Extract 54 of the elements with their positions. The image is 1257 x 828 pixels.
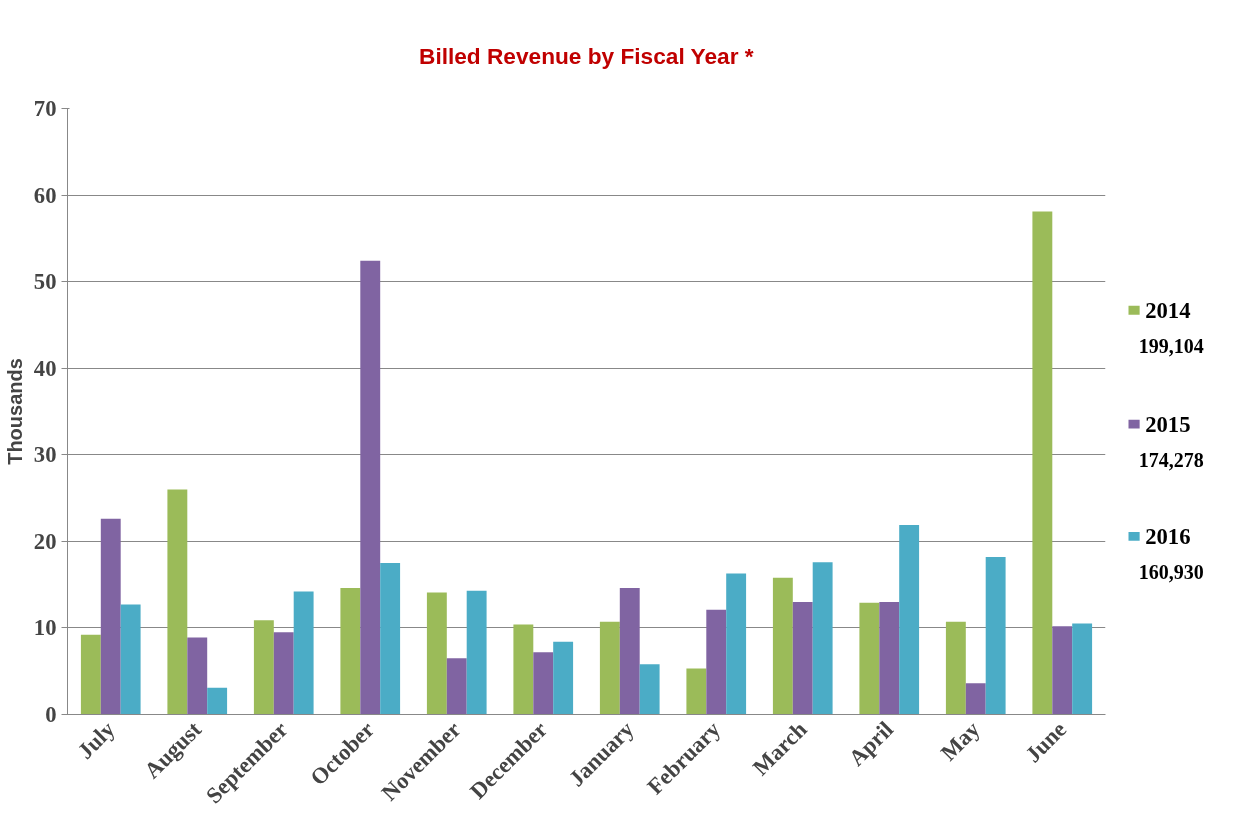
text: 199,104 bbox=[1138, 334, 1204, 357]
bar bbox=[879, 601, 900, 715]
bar bbox=[120, 604, 141, 715]
bar bbox=[207, 687, 228, 715]
bar bbox=[985, 556, 1006, 715]
legend-label: 2015 bbox=[1145, 411, 1191, 437]
bar bbox=[253, 620, 274, 715]
bar bbox=[686, 668, 707, 715]
bar bbox=[167, 489, 188, 715]
bar bbox=[426, 592, 447, 715]
bar bbox=[187, 637, 208, 715]
bar bbox=[273, 632, 294, 715]
y-tick-label: 0 bbox=[45, 702, 57, 727]
y-tick-label: 30 bbox=[33, 442, 57, 468]
bar bbox=[360, 260, 381, 715]
bar bbox=[1072, 623, 1093, 715]
text: 174,278 bbox=[1138, 448, 1204, 471]
y-tick-label: 60 bbox=[33, 182, 57, 208]
bar bbox=[772, 577, 793, 715]
bar bbox=[899, 524, 920, 715]
bar bbox=[792, 601, 813, 715]
y-tick-label: 50 bbox=[33, 269, 57, 295]
bar bbox=[1052, 626, 1073, 715]
bar bbox=[812, 562, 833, 715]
chart-title: Billed Revenue by Fiscal Year * bbox=[419, 42, 754, 69]
bar bbox=[706, 609, 727, 715]
text: 160,930 bbox=[1138, 560, 1204, 583]
bar bbox=[599, 621, 620, 715]
x-tick-label: June bbox=[1020, 716, 1072, 768]
bar bbox=[466, 590, 487, 715]
bar bbox=[726, 573, 747, 715]
bar bbox=[965, 683, 986, 715]
y-tick-label: 70 bbox=[33, 96, 57, 121]
bar bbox=[380, 563, 401, 715]
y-tick-label: 20 bbox=[33, 528, 57, 554]
y-tick-label: 40 bbox=[33, 355, 57, 381]
bar bbox=[100, 518, 121, 715]
bar bbox=[340, 588, 361, 715]
legend-label: 2014 bbox=[1145, 297, 1191, 323]
x-tick-label: July bbox=[72, 716, 121, 764]
bar bbox=[1032, 211, 1053, 715]
y-tick-label: 10 bbox=[33, 615, 57, 641]
y-axis-title: Thousands bbox=[3, 358, 26, 465]
bar bbox=[533, 652, 554, 715]
bar bbox=[513, 624, 534, 715]
bar bbox=[293, 591, 314, 715]
bar bbox=[859, 602, 880, 715]
bar bbox=[945, 621, 966, 715]
bar bbox=[553, 641, 574, 715]
bar bbox=[80, 634, 101, 715]
bar bbox=[619, 588, 640, 715]
bar bbox=[446, 658, 467, 715]
legend-label: 2016 bbox=[1145, 523, 1191, 549]
bar bbox=[639, 664, 660, 715]
